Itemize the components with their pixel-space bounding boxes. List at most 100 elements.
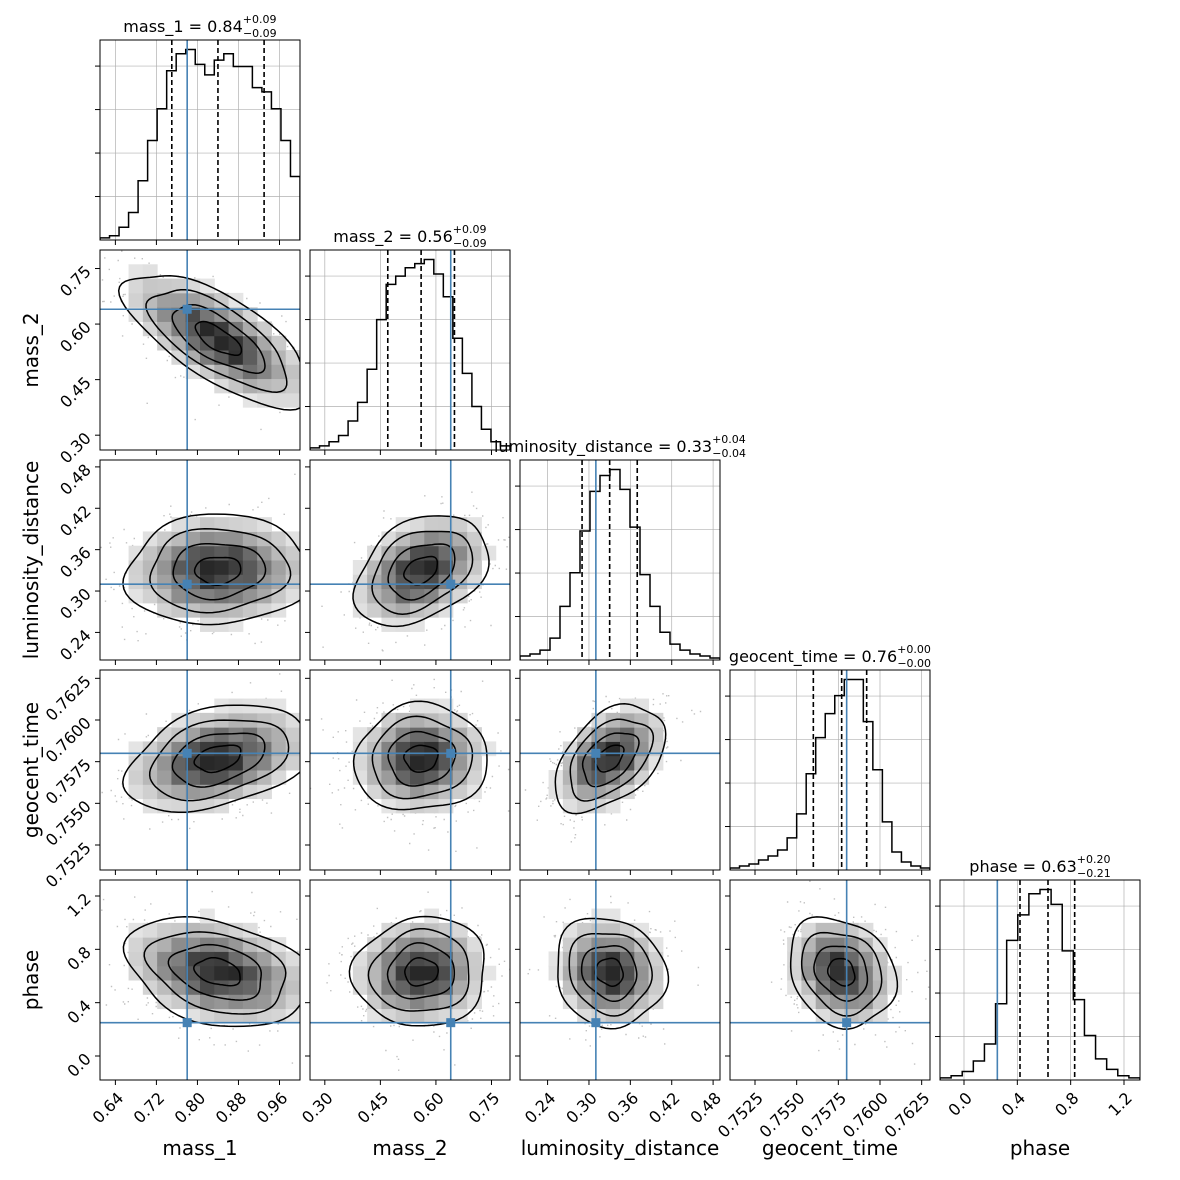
density-cell xyxy=(271,698,287,714)
density-cell xyxy=(452,560,468,575)
x-axis-label-geocent_time: geocent_time xyxy=(762,1136,898,1160)
density-cell xyxy=(438,784,454,800)
density-cell xyxy=(467,784,482,800)
histogram-mass_1 xyxy=(100,48,300,240)
density-cell xyxy=(171,755,187,771)
density-cell xyxy=(424,784,440,800)
density-cell xyxy=(787,965,802,981)
density-cell xyxy=(242,951,258,967)
truth-marker xyxy=(842,1018,852,1028)
title-minus: −0.21 xyxy=(1077,867,1111,880)
density-cell xyxy=(424,574,440,590)
density-cell xyxy=(634,698,650,714)
panel-phase-vs-mass_2 xyxy=(310,880,510,1080)
contour-line xyxy=(403,555,439,586)
density-cell xyxy=(242,545,258,561)
truth-marker xyxy=(591,748,601,758)
density-cell xyxy=(257,994,272,1010)
density-cell xyxy=(200,994,215,1010)
density-cell xyxy=(242,1008,258,1024)
density-cell xyxy=(242,712,258,728)
density-cell xyxy=(128,292,144,308)
density-cell xyxy=(395,784,411,800)
density-cell xyxy=(577,1008,592,1024)
density-cell xyxy=(157,922,172,938)
density-cell xyxy=(171,350,187,365)
density-cell xyxy=(410,784,425,800)
panel-frame xyxy=(519,879,721,1081)
density-cell xyxy=(352,965,368,981)
density-cell xyxy=(424,698,440,714)
density-cell xyxy=(185,994,201,1010)
density-cell xyxy=(424,531,440,547)
density-cell xyxy=(815,937,831,952)
density-cell xyxy=(352,588,368,604)
density-cell xyxy=(242,350,258,365)
density-cell xyxy=(157,937,172,952)
panel-frame xyxy=(519,669,721,871)
density-cell xyxy=(887,965,902,981)
panel-geocent_time-vs-geocent_time xyxy=(730,670,930,870)
density-cell xyxy=(285,994,300,1010)
density-cell xyxy=(381,588,397,604)
density-cell xyxy=(467,574,482,590)
panel-frame xyxy=(939,879,1141,1081)
density-cell xyxy=(171,980,187,995)
density-cell xyxy=(844,951,860,967)
density-cell xyxy=(285,965,300,981)
density-cell xyxy=(157,770,172,785)
x-tick-label-mass_2: 0.45 xyxy=(354,1088,393,1127)
density-cell xyxy=(815,980,831,995)
density-cell xyxy=(142,321,158,337)
density-cell xyxy=(214,588,230,604)
density-cell xyxy=(410,545,425,561)
density-cell xyxy=(830,994,845,1010)
y-axis-label-phase: phase xyxy=(19,950,43,1010)
density-cell xyxy=(214,307,230,322)
y-tick-label-luminosity_distance: 0.36 xyxy=(56,543,95,582)
title-plus: +0.20 xyxy=(1077,853,1111,866)
y-tick-label-mass_2: 0.30 xyxy=(56,429,95,468)
density-cell xyxy=(830,937,845,952)
density-cell xyxy=(142,784,158,800)
density-cell xyxy=(452,741,468,757)
density-cell xyxy=(410,770,425,785)
density-cell xyxy=(285,378,300,394)
density-cell xyxy=(395,980,411,995)
density-cell xyxy=(352,951,368,967)
y-tick-label-phase: 0.0 xyxy=(63,1049,94,1080)
density-cell xyxy=(200,908,215,924)
contour-line xyxy=(557,917,670,1030)
density-cell xyxy=(200,712,215,728)
density-cell xyxy=(285,755,300,771)
density-cell xyxy=(381,937,397,952)
density-cell xyxy=(352,727,368,742)
density-cell xyxy=(367,784,382,800)
density-cell xyxy=(242,588,258,604)
density-cell xyxy=(257,755,272,771)
density-cell xyxy=(787,951,802,967)
density-cell xyxy=(171,951,187,967)
density-cell xyxy=(438,698,454,714)
y-tick-label-geocent_time: 0.7550 xyxy=(42,797,95,850)
density-cell xyxy=(381,531,397,547)
density-cell xyxy=(481,965,497,981)
density-cell xyxy=(171,741,187,757)
density-cell xyxy=(815,922,831,938)
density-cell xyxy=(801,937,817,952)
y-axis-label-mass_2: mass_2 xyxy=(19,312,43,387)
density-cell xyxy=(591,798,607,814)
density-cell xyxy=(128,937,144,952)
density-cell xyxy=(228,784,244,800)
density-cell xyxy=(142,278,158,294)
density-cell xyxy=(228,980,244,995)
contour-line xyxy=(143,931,287,1015)
density-cell xyxy=(157,278,172,294)
x-tick-label-mass_1: 0.80 xyxy=(171,1088,210,1127)
density-cell xyxy=(410,965,425,981)
contour-line xyxy=(171,732,266,788)
density-cell xyxy=(395,712,411,728)
density-cell xyxy=(142,922,158,938)
x-tick-label-mass_2: 0.30 xyxy=(298,1088,337,1127)
density-cell xyxy=(872,994,888,1010)
